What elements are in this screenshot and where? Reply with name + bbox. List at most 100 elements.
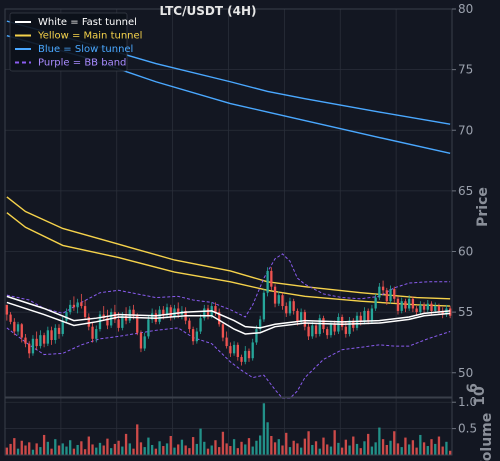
volume-bar (422, 442, 426, 455)
candle-body (80, 302, 83, 307)
candle-body (117, 319, 120, 328)
volume-bar (177, 444, 180, 455)
candle-body (363, 310, 366, 322)
candle (255, 325, 258, 345)
volume-bar (307, 431, 310, 455)
candle-body (232, 344, 236, 354)
candle (13, 318, 16, 336)
candle-body (303, 312, 307, 327)
candle-body (9, 314, 12, 322)
candle-body (422, 304, 426, 310)
candle-body (132, 309, 135, 316)
candle (396, 296, 400, 315)
volume-bar (165, 443, 169, 455)
volume-bar (326, 444, 329, 455)
candle-body (143, 336, 146, 349)
candle (393, 286, 396, 303)
price-grid (5, 8, 452, 397)
price-tick-label: 60 (458, 245, 473, 259)
candle (24, 333, 27, 348)
volume-bar (98, 442, 102, 455)
volume-bar (214, 440, 217, 455)
candle (404, 298, 407, 313)
volume-bar (121, 446, 124, 455)
volume-bars (5, 403, 452, 455)
candle (57, 324, 61, 339)
candle (389, 285, 392, 304)
price-tick-label: 65 (458, 184, 473, 198)
candle-body (314, 325, 318, 334)
volume-bar (314, 441, 318, 455)
price-tick-label: 75 (458, 63, 473, 77)
volume-bar (270, 436, 273, 455)
volume-bar (24, 445, 27, 455)
volume-bar (57, 445, 61, 455)
legend-label-main: Yellow = Main tunnel (37, 31, 142, 42)
volume-bar (110, 448, 113, 455)
candle-body (259, 319, 262, 330)
volume-bar (72, 448, 76, 455)
candle-body (162, 309, 165, 315)
volume-bar (150, 444, 154, 455)
volume-bar (367, 433, 370, 455)
volume-bar (218, 447, 221, 455)
candle-body (299, 312, 303, 322)
candle (69, 300, 72, 315)
volume-bar (281, 445, 284, 455)
price-plot-frame (4, 8, 453, 398)
fast-tunnel-lower-line (6, 301, 451, 335)
volume-axis-exponent: 6 (465, 383, 481, 393)
volume-bar (344, 439, 347, 455)
price-axis: 50 55 60 65 70 75 80 (452, 2, 473, 380)
candle-body (348, 320, 351, 334)
volume-grid (5, 398, 452, 455)
volume-bar (20, 440, 23, 455)
volume-bar (296, 443, 299, 455)
candle-body (437, 306, 441, 311)
candle-body (206, 308, 210, 316)
candle-body (262, 292, 266, 320)
volume-bar (303, 438, 307, 455)
candle-body (307, 326, 310, 337)
volume-axis: 0.5 1.0 (452, 395, 477, 436)
volume-bar (408, 444, 411, 455)
candle-body (329, 324, 333, 336)
candle (136, 313, 139, 336)
legend-label-slow: Blue = Slow tunnel (38, 44, 133, 55)
candle (288, 297, 292, 316)
legend-box (9, 12, 128, 72)
volume-bar (415, 447, 418, 455)
candlesticks (5, 267, 452, 366)
volume-axis-title: Volume (479, 413, 495, 461)
volume-tick-label: 0.5 (458, 422, 477, 436)
candle-body (147, 319, 150, 337)
candle (415, 306, 418, 316)
candle-body (65, 312, 68, 321)
candle (378, 283, 381, 300)
plot-frame (4, 8, 453, 456)
candle-body (24, 337, 27, 344)
volume-bar (28, 442, 31, 455)
volume-bar (39, 447, 42, 455)
volume-bar (16, 448, 20, 455)
candle-body (344, 326, 347, 334)
volume-bar (411, 440, 415, 455)
candle (270, 267, 273, 291)
candle (50, 326, 53, 345)
candle-body (285, 306, 288, 314)
candle-body (83, 306, 87, 317)
legend-entry-slow: Blue = Slow tunnel (15, 44, 133, 55)
volume-bar (441, 446, 444, 455)
candle (326, 326, 329, 339)
candle-body (292, 301, 295, 311)
volume-bar (206, 448, 210, 455)
candle (203, 304, 206, 321)
candle-body (270, 270, 273, 287)
legend-label-bb: Purple = BB band (38, 58, 126, 69)
volume-bar (69, 440, 72, 455)
candle (206, 304, 210, 320)
candle-body (441, 310, 444, 315)
candle-body (169, 307, 172, 317)
candle (31, 335, 35, 356)
volume-bar (229, 446, 232, 455)
